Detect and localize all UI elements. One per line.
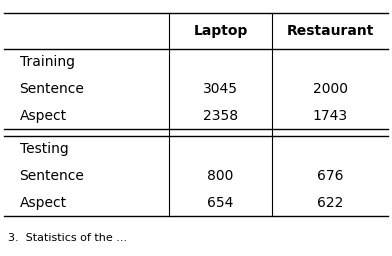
Text: Aspect: Aspect	[20, 109, 67, 123]
Text: Sentence: Sentence	[20, 82, 84, 96]
Text: Training: Training	[20, 55, 74, 69]
Text: 676: 676	[317, 169, 343, 183]
Text: Sentence: Sentence	[20, 169, 84, 183]
Text: 1743: 1743	[313, 109, 348, 123]
Text: 3.  Statistics of the ...: 3. Statistics of the ...	[8, 233, 127, 243]
Text: 622: 622	[317, 196, 343, 210]
Text: 2358: 2358	[203, 109, 238, 123]
Text: Aspect: Aspect	[20, 196, 67, 210]
Text: Testing: Testing	[20, 142, 68, 156]
Text: 654: 654	[207, 196, 234, 210]
Text: 3045: 3045	[203, 82, 238, 96]
Text: 800: 800	[207, 169, 234, 183]
Text: 2000: 2000	[313, 82, 348, 96]
Text: Laptop: Laptop	[193, 24, 248, 38]
Text: Restaurant: Restaurant	[287, 24, 374, 38]
